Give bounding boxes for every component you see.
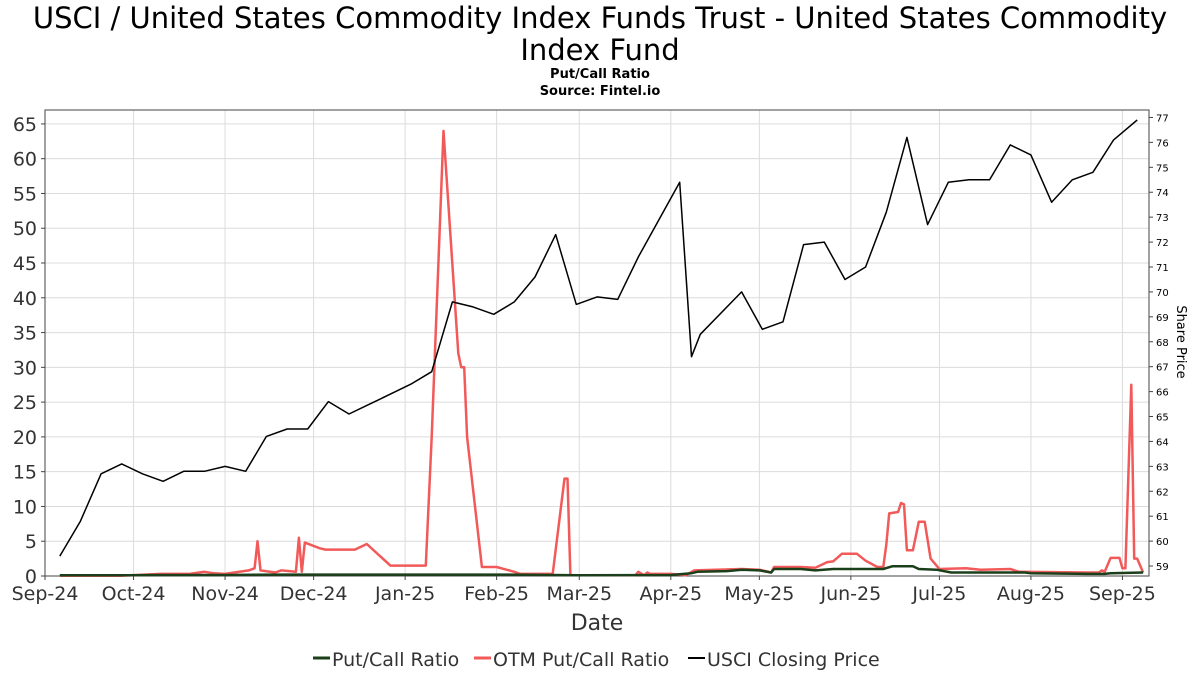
y2-tick-label: 68 — [1156, 338, 1169, 349]
x-tick-label: Aug-25 — [997, 583, 1065, 605]
y2-tick-label: 63 — [1156, 462, 1169, 473]
y-tick-label: 65 — [13, 114, 37, 136]
y-tick-label: 0 — [25, 566, 37, 588]
y2-tick-label: 77 — [1156, 113, 1169, 124]
legend-label: Put/Call Ratio — [332, 649, 459, 671]
chart-title: USCI / United States Commodity Index Fun… — [32, 1, 1168, 67]
x-tick-label: May-25 — [724, 583, 794, 605]
x-tick-label: Jan-25 — [374, 583, 435, 605]
y-tick-label: 25 — [13, 392, 37, 414]
y2-tick-label: 70 — [1156, 288, 1169, 299]
right-y-axis: 59 60 61 62 63 64 65 66 67 68 69 70 71 72 73 74 75 76 77 — [1149, 113, 1169, 573]
y2-tick-label: 74 — [1156, 188, 1169, 199]
y-tick-label: 5 — [25, 531, 37, 553]
x-tick-label: Jul-25 — [911, 583, 966, 605]
y-tick-label: 50 — [13, 218, 37, 240]
y2-tick-label: 69 — [1156, 313, 1169, 324]
left-y-axis: 0 5 10 15 20 25 30 35 40 45 50 55 60 65 — [13, 114, 45, 588]
y2-tick-label: 76 — [1156, 138, 1169, 149]
y2-tick-label: 72 — [1156, 238, 1169, 249]
x-tick-label: Oct-24 — [102, 583, 166, 605]
y2-tick-label: 62 — [1156, 487, 1169, 498]
y-tick-label: 55 — [13, 183, 37, 205]
x-tick-label: Apr-25 — [639, 583, 702, 605]
y-tick-label: 35 — [13, 323, 37, 345]
y-tick-label: 15 — [13, 462, 37, 484]
x-tick-label: Nov-24 — [191, 583, 259, 605]
y-tick-label: 45 — [13, 253, 37, 275]
y2-tick-label: 61 — [1156, 512, 1169, 523]
x-tick-label: Jun-25 — [819, 583, 881, 605]
x-tick-label: Sep-25 — [1089, 583, 1156, 605]
x-tick-label: Feb-25 — [464, 583, 529, 605]
y2-tick-label: 59 — [1156, 562, 1169, 573]
y2-tick-label: 60 — [1156, 537, 1169, 548]
y2-tick-label: 67 — [1156, 363, 1169, 374]
legend: Put/Call Ratio OTM Put/Call Ratio USCI Clo… — [313, 649, 880, 671]
series-line-put-call-ratio — [59, 565, 1144, 577]
y2-tick-label: 66 — [1156, 388, 1169, 399]
series-line-otm-put-call-ratio — [59, 129, 1145, 577]
legend-label: USCI Closing Price — [707, 649, 880, 671]
y-tick-label: 10 — [13, 496, 37, 518]
x-tick-label: Mar-25 — [546, 583, 612, 605]
chart-source: Source: Fintel.io — [539, 84, 661, 99]
y2-tick-label: 75 — [1156, 163, 1169, 174]
y2-tick-label: 73 — [1156, 213, 1169, 224]
series-line-usci-closing-price — [59, 119, 1138, 557]
x-tick-label: Sep-24 — [12, 583, 79, 605]
y-tick-label: 40 — [13, 288, 37, 310]
chart-subtitle: Put/Call Ratio — [550, 67, 650, 82]
y2-tick-label: 71 — [1156, 263, 1169, 274]
legend-label: OTM Put/Call Ratio — [493, 649, 669, 671]
y2-axis-label: Share Price — [1173, 305, 1188, 378]
y-tick-label: 20 — [13, 427, 37, 449]
y-tick-label: 30 — [13, 357, 37, 379]
y2-tick-label: 64 — [1156, 437, 1169, 448]
x-axis: Sep-24 Oct-24 Nov-24 Dec-24 Jan-25 Feb-25 Mar-… — [12, 576, 1156, 605]
y2-tick-label: 65 — [1156, 413, 1169, 424]
series-layer — [59, 119, 1145, 577]
y-tick-label: 60 — [13, 149, 37, 171]
x-axis-label: Date — [571, 611, 624, 636]
x-tick-label: Dec-24 — [280, 583, 348, 605]
